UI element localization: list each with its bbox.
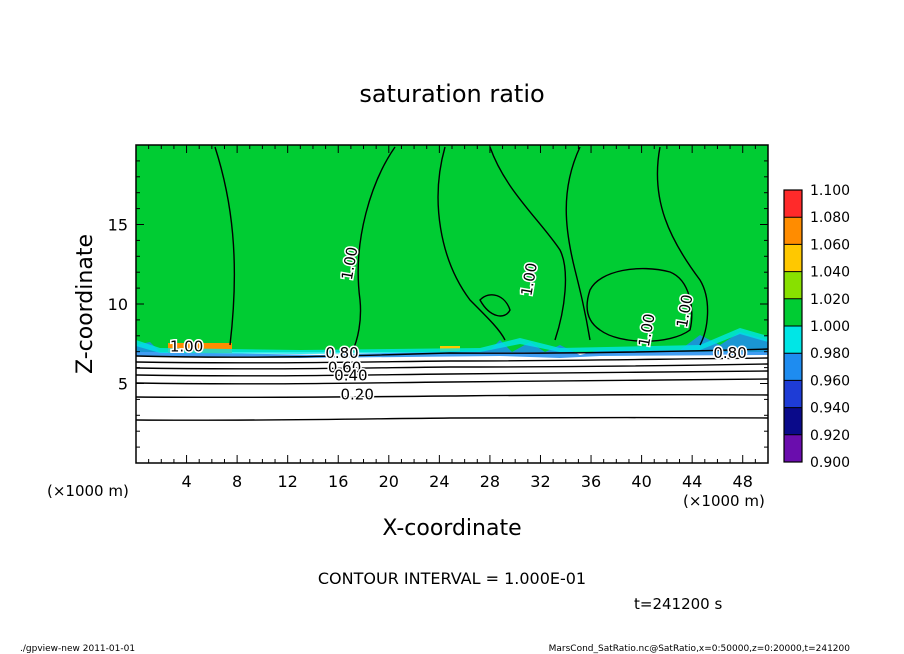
x-tick-label: 48: [733, 472, 753, 491]
colorbar-swatch: [784, 217, 802, 245]
footer-right: MarsCond_SatRatio.nc@SatRatio,x=0:50000,…: [549, 644, 851, 654]
colorbar-label: 1.000: [810, 319, 850, 335]
contour-interval: CONTOUR INTERVAL = 1.000E-01: [318, 569, 586, 588]
plot-area: [136, 145, 768, 463]
colorbar-label: 0.980: [810, 346, 850, 362]
colorbar-swatch: [784, 434, 802, 462]
colorbar-label: 0.900: [810, 455, 850, 471]
contour-label: 0.80: [713, 344, 746, 362]
colorbar-swatch: [784, 244, 802, 272]
colorbar-swatch: [784, 298, 802, 326]
contour-label: 0.60: [328, 358, 361, 376]
colorbar-label: 0.960: [810, 373, 850, 389]
x-tick-label: 20: [379, 472, 399, 491]
x-tick-label: 16: [328, 472, 348, 491]
x-axis-label: X-coordinate: [382, 516, 521, 541]
colorbar-label: 1.080: [810, 210, 850, 226]
x-tick-label: 12: [278, 472, 298, 491]
colorbar-label: 1.100: [810, 183, 850, 199]
colorbar-label: 0.940: [810, 401, 850, 417]
colorbar-swatch: [784, 326, 802, 354]
x-tick-label: 4: [181, 472, 191, 491]
contour-label: 1.00: [170, 338, 203, 356]
colorbar: 0.900 0.920 0.940 0.960 0.980 1.000 1.020 1.040…: [783, 183, 850, 471]
x-tick-label: 8: [232, 472, 242, 491]
time-label: t=241200 s: [634, 595, 722, 613]
x-tick-label: 32: [530, 472, 550, 491]
cloud-edge-band: [136, 332, 768, 358]
colorbar-label: 0.920: [810, 428, 850, 444]
y-axis-label: Z-coordinate: [73, 234, 98, 374]
colorbar-swatch: [784, 190, 802, 218]
y-tick-label: 15: [108, 216, 128, 235]
colorbar-swatch: [784, 407, 802, 435]
x-unit-left: (×1000 m): [47, 482, 129, 500]
x-tick-label: 40: [631, 472, 651, 491]
colorbar-label: 1.060: [810, 237, 850, 253]
x-tick-label: 28: [480, 472, 500, 491]
contour-label: 0.80: [325, 344, 358, 362]
contour-label: 0.20: [340, 385, 373, 403]
footer-left: ./gpview-new 2011-01-01: [20, 644, 135, 654]
colorbar-label: 1.040: [810, 265, 850, 281]
field-white: [136, 352, 768, 463]
y-tick-label: 10: [108, 295, 128, 314]
x-tick-label: 44: [682, 472, 702, 491]
colorbar-swatch: [784, 380, 802, 408]
warm-patch: [168, 343, 232, 353]
chart-title: saturation ratio: [359, 80, 544, 108]
x-tick-label: 36: [581, 472, 601, 491]
x-unit-right: (×1000 m): [683, 492, 765, 510]
x-tick-label: 24: [429, 472, 449, 491]
contour-label: 0.40: [334, 366, 367, 384]
colorbar-label: 1.020: [810, 292, 850, 308]
x-axis-ticks: 4 8 12 16 20 24 28 32 36 40 44 48: [148, 145, 756, 491]
contour-label: 1.00: [517, 261, 541, 297]
y-tick-label: 5: [118, 375, 128, 394]
cloud-edge-band-cyan: [136, 328, 768, 354]
colorbar-swatch: [784, 271, 802, 299]
field-green: [136, 145, 768, 352]
contour-lines: [135, 146, 769, 421]
colorbar-swatch: [784, 353, 802, 381]
y-axis-ticks: 5 10 15: [108, 160, 768, 448]
